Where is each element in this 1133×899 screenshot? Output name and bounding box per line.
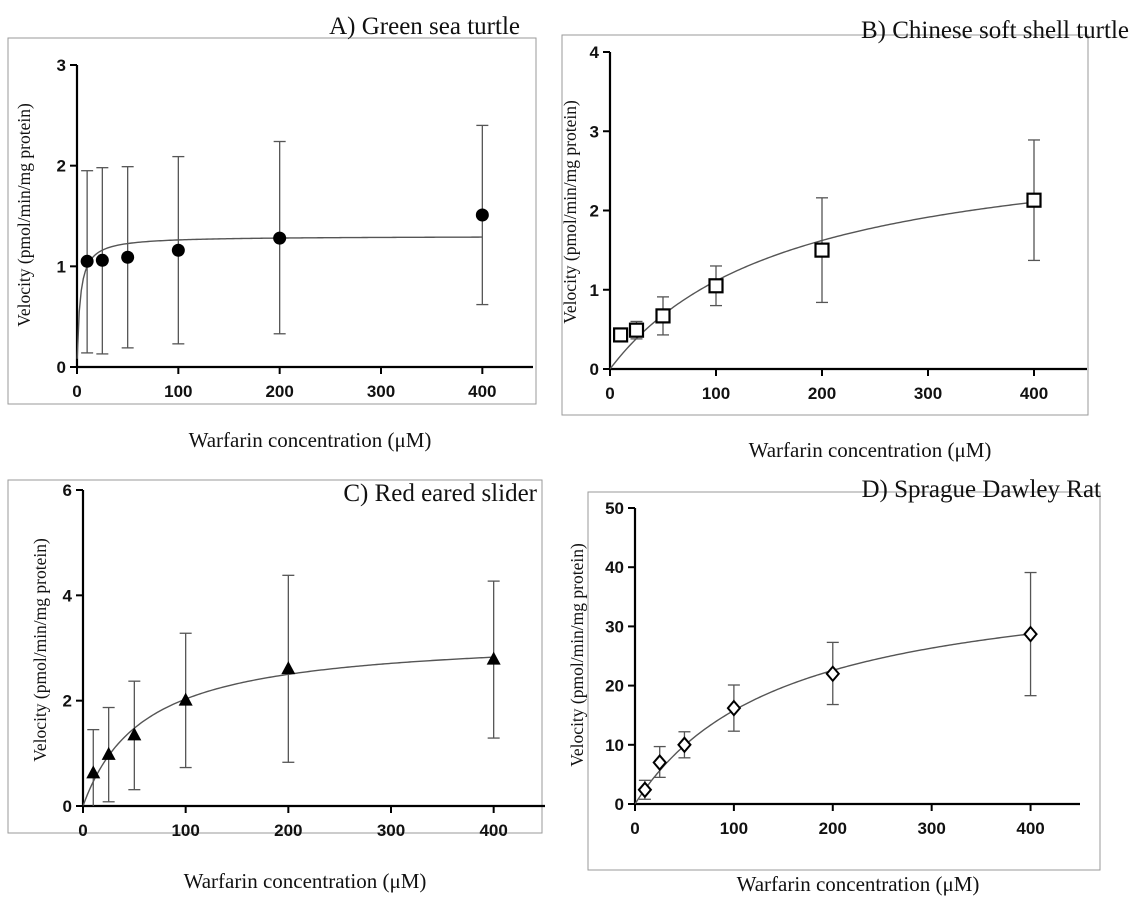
y-tick-label: 40 (605, 558, 624, 577)
data-point (628, 322, 645, 338)
y-axis-label: Velocity (pmol/min/mg protein) (567, 543, 587, 767)
data-point (475, 208, 489, 222)
x-axis-label: Warfarin concentration (μM) (749, 438, 992, 462)
panel-title: A) Green sea turtle (329, 13, 520, 40)
y-tick-label: 0 (63, 797, 72, 816)
y-tick-label: 0 (57, 358, 66, 377)
x-tick-label: 0 (78, 821, 87, 840)
y-tick-label: 10 (605, 736, 624, 755)
data-point (652, 754, 668, 772)
y-axis-label: Velocity (pmol/min/mg protein) (14, 103, 34, 327)
data-point (1026, 192, 1042, 208)
data-point (708, 278, 724, 294)
data-point (677, 736, 692, 754)
y-tick-label: 2 (57, 157, 66, 176)
panel-frame (7, 479, 543, 834)
panel-b: 0 1 2 3 4 0 100 200 300 400 B) Chinese soft shell … (560, 17, 1129, 462)
data-point (178, 692, 193, 706)
data-point (281, 661, 296, 675)
y-tick-label: 6 (63, 481, 72, 500)
x-tick-label: 400 (1020, 384, 1048, 403)
x-tick-label: 300 (377, 821, 405, 840)
panel-frame (587, 491, 1101, 871)
x-tick-label: 100 (164, 382, 192, 401)
x-tick-label: 0 (630, 819, 639, 838)
data-point (726, 699, 742, 717)
data-point (101, 746, 116, 760)
data-point (95, 253, 109, 267)
x-tick-label: 0 (605, 384, 614, 403)
data-point (127, 727, 142, 741)
data-point (80, 254, 94, 268)
panel-frame (7, 37, 537, 405)
x-tick-label: 300 (367, 382, 395, 401)
y-axis-label: Velocity (pmol/min/mg protein) (30, 538, 50, 762)
x-tick-label: 400 (468, 382, 496, 401)
y-tick-label: 1 (590, 281, 599, 300)
data-point (612, 327, 629, 343)
panel-d: 0 10 20 30 40 50 0 100 200 300 400 D) Sprague Dawle… (567, 476, 1101, 896)
data-point (171, 243, 185, 257)
data-point (86, 765, 101, 779)
y-tick-label: 0 (615, 795, 624, 814)
y-tick-label: 2 (590, 202, 599, 221)
y-tick-label: 3 (57, 56, 66, 75)
x-tick-label: 100 (702, 384, 730, 403)
x-axis-label: Warfarin concentration (μM) (184, 869, 427, 893)
x-tick-label: 200 (265, 382, 293, 401)
data-point (486, 651, 501, 665)
data-point (655, 308, 671, 324)
x-tick-label: 100 (171, 821, 199, 840)
y-axis-label: Velocity (pmol/min/mg protein) (560, 100, 580, 324)
y-tick-label: 4 (590, 43, 600, 62)
panel-c: 0 2 4 6 0 100 200 300 400 C) Red eared slider Warf… (7, 479, 545, 893)
y-tick-label: 20 (605, 677, 624, 696)
panel-title: D) Sprague Dawley Rat (861, 476, 1101, 503)
x-tick-label: 0 (72, 382, 81, 401)
y-tick-label: 30 (605, 617, 624, 636)
data-point (1023, 625, 1038, 643)
panel-frame (561, 34, 1089, 416)
y-tick-label: 2 (63, 692, 72, 711)
panel-a: 0 1 2 3 0 100 200 300 400 A) Green sea turtle Warf… (7, 13, 537, 452)
data-point (814, 242, 830, 258)
x-tick-label: 200 (808, 384, 836, 403)
x-tick-label: 200 (819, 819, 847, 838)
y-tick-label: 4 (63, 586, 73, 605)
data-point (121, 250, 135, 264)
x-tick-label: 300 (917, 819, 945, 838)
x-axis-label: Warfarin concentration (μM) (737, 872, 980, 896)
x-axis-label: Warfarin concentration (μM) (189, 428, 432, 452)
panel-title: B) Chinese soft shell turtle (861, 17, 1129, 44)
y-tick-label: 3 (590, 122, 599, 141)
x-tick-label: 200 (274, 821, 302, 840)
y-tick-label: 50 (605, 499, 624, 518)
y-tick-label: 1 (57, 257, 66, 276)
x-tick-label: 300 (914, 384, 942, 403)
x-tick-label: 400 (479, 821, 507, 840)
x-tick-label: 400 (1016, 819, 1044, 838)
data-point (825, 665, 841, 683)
x-tick-label: 100 (720, 819, 748, 838)
data-point (273, 231, 287, 245)
data-point (637, 781, 653, 799)
y-tick-label: 0 (590, 360, 599, 379)
panel-title: C) Red eared slider (343, 480, 537, 507)
